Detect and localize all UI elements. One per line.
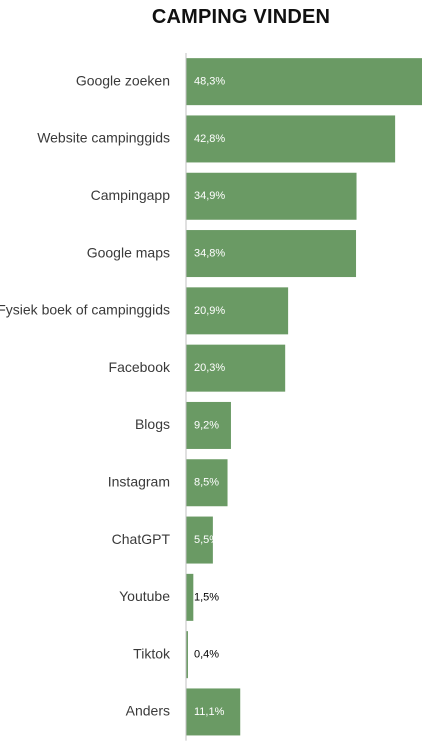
value-label: 8,5% [194,477,219,489]
category-label: Instagram [108,473,170,489]
bar-5 [186,344,286,392]
value-label: 34,9% [194,190,225,202]
labels-group: Google zoeken 48,3% Website campinggids 42,… [0,72,225,718]
bars-group [186,58,422,736]
value-label: 34,8% [194,247,225,259]
category-label: Facebook [109,359,171,375]
category-label: Google maps [87,244,170,260]
category-label: Blogs [135,416,170,432]
bar-2 [186,172,357,220]
category-label: Tiktok [133,645,171,661]
bar-0 [186,58,422,106]
value-label: 48,3% [194,76,225,88]
bar-9 [186,573,194,621]
bar-7 [186,459,228,507]
bar-4 [186,287,289,335]
bar-1 [186,115,396,163]
value-label: 11,1% [194,706,225,718]
value-label: 1,5% [194,591,219,603]
category-label: Anders [126,703,170,719]
category-label: Google zoeken [76,72,170,88]
bar-3 [186,230,357,278]
value-label: 20,9% [194,305,225,317]
value-label: 9,2% [194,419,219,431]
value-label: 20,3% [194,362,225,374]
bar-10 [186,631,188,679]
bar-8 [186,516,213,564]
value-label: 0,4% [194,649,219,661]
category-label: Fysiek boek of campinggids [0,302,170,318]
category-label: ChatGPT [112,531,171,547]
category-label: Website campinggids [37,130,170,146]
bar-11 [186,688,241,736]
value-label: 42,8% [194,133,225,145]
category-label: Youtube [119,588,170,604]
bar-6 [186,401,231,449]
chart-title: CAMPING VINDEN [151,6,331,28]
value-label: 5,5% [194,534,219,546]
category-label: Campingapp [91,187,171,203]
